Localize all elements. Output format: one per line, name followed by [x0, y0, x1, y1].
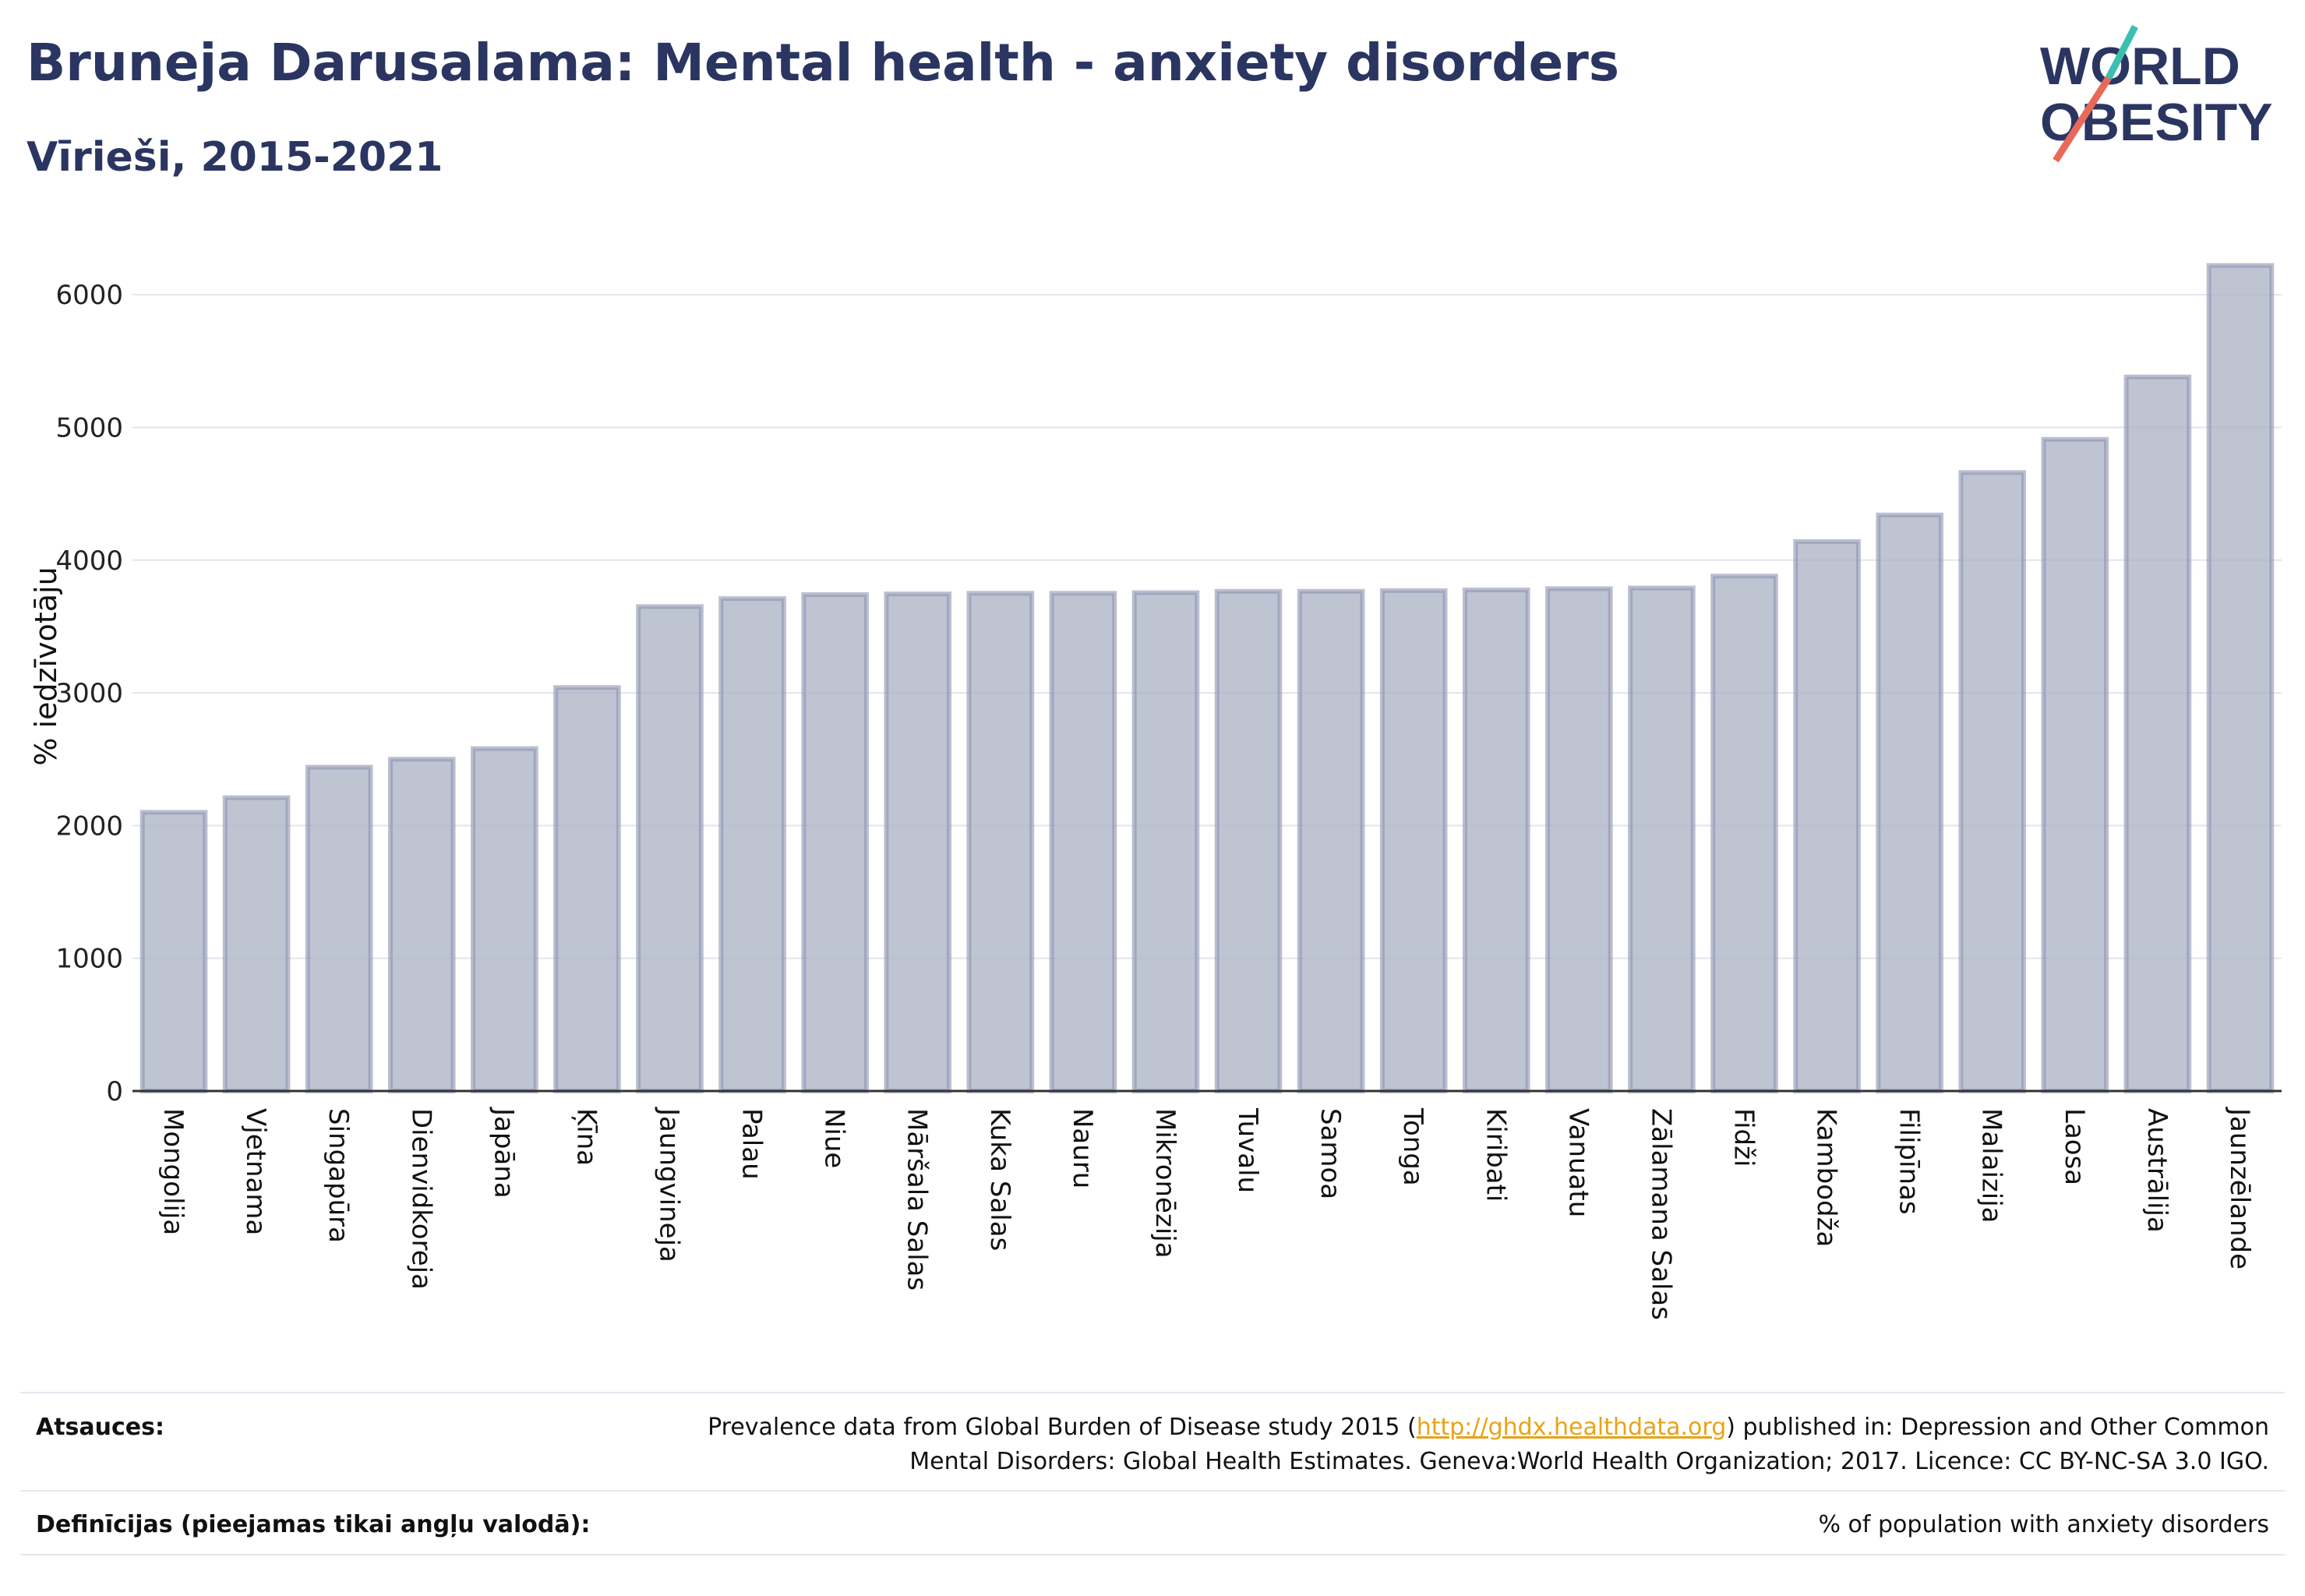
- x-tick-label: Niue: [819, 1108, 850, 1168]
- bars: [139, 263, 2275, 1093]
- bar: [1297, 588, 1365, 1093]
- x-tick-label: Kuka Salas: [984, 1108, 1015, 1251]
- x-tick-label: Fidži: [1728, 1108, 1760, 1167]
- footer-divider-bottom: [20, 1554, 2285, 1555]
- bar: [1876, 512, 1943, 1093]
- x-tick-label: Jaunzēlande: [2224, 1107, 2255, 1269]
- y-axis-label: % iedzīvotāju: [29, 567, 63, 765]
- footer-definitions: Definīcijas (pieejamas tikai angļu valod…: [20, 1508, 2285, 1547]
- x-tick-label: Jaungvineja: [654, 1107, 685, 1262]
- definitions-text: % of population with anxiety disorders: [1818, 1511, 2269, 1538]
- x-tick-label: Kiribati: [1480, 1108, 1511, 1202]
- logo-line-1: WORLD: [2040, 37, 2240, 96]
- bar: [471, 746, 538, 1093]
- logo-slash-bottom: [2053, 76, 2112, 163]
- x-tick-label: Mongolija: [157, 1108, 189, 1235]
- x-axis-labels: Mongolija Vjetnama Singapūra Dienvidkoreja J…: [157, 1107, 2255, 1320]
- x-tick-label: Dienvidkoreja: [405, 1108, 436, 1290]
- bar: [2041, 436, 2109, 1093]
- x-tick-label: Austrālija: [2141, 1108, 2173, 1233]
- logo-slash-top: [2105, 24, 2139, 80]
- y-tick-label: 5000: [55, 412, 123, 443]
- sources-label: Atsauces:: [36, 1414, 164, 1441]
- sources-link[interactable]: http://ghdx.healthdata.org: [1416, 1414, 1727, 1441]
- bar: [222, 795, 291, 1093]
- bar: [1214, 588, 1283, 1093]
- bar: [1131, 590, 1200, 1093]
- x-tick-label: Tuvalu: [1232, 1107, 1263, 1193]
- bar: [884, 591, 952, 1093]
- sources-text-3: Mental Disorders: Global Health Estimate…: [909, 1448, 2269, 1475]
- footer-divider-top: [20, 1392, 2285, 1393]
- x-tick-label: Tonga: [1397, 1107, 1428, 1186]
- x-tick-label: Singapūra: [323, 1108, 354, 1243]
- x-tick-label: Kambodža: [1811, 1108, 1842, 1247]
- sources-text-2: ) published in: Depression and Other Com…: [1726, 1414, 2269, 1441]
- world-obesity-logo: WORLD OBESITY: [2040, 24, 2273, 163]
- footer-divider-middle: [20, 1490, 2285, 1492]
- y-tick-label: 1000: [55, 944, 123, 975]
- y-tick-label: 2000: [55, 810, 123, 842]
- bar: [1958, 470, 2027, 1093]
- x-tick-label: Laosa: [2059, 1108, 2090, 1185]
- bar: [553, 685, 621, 1093]
- bar: [718, 596, 786, 1093]
- y-tick-label: 6000: [55, 280, 123, 311]
- x-tick-label: Ķīna: [570, 1108, 602, 1166]
- x-tick-label: Samoa: [1315, 1108, 1346, 1199]
- sources-text: Prevalence data from Global Burden of Di…: [708, 1411, 2269, 1479]
- bar: [966, 591, 1035, 1093]
- x-tick-label: Japāna: [488, 1107, 519, 1199]
- x-tick-label: Māršala Salas: [902, 1108, 933, 1291]
- x-tick-label: Palau: [736, 1108, 768, 1180]
- definitions-label: Definīcijas (pieejamas tikai angļu valod…: [36, 1511, 591, 1538]
- x-tick-label: Filipīnas: [1894, 1108, 1925, 1215]
- y-axis-ticks: 0 1000 2000 3000 4000 5000 6000: [55, 280, 123, 1107]
- x-tick-label: Malaizija: [1976, 1108, 2007, 1223]
- y-tick-label: 4000: [55, 546, 123, 577]
- bar: [305, 764, 373, 1093]
- bar: [1545, 586, 1613, 1093]
- bar: [1628, 585, 1696, 1093]
- bar: [636, 604, 704, 1093]
- y-tick-label: 3000: [55, 678, 123, 709]
- x-tick-label: Nauru: [1067, 1108, 1098, 1188]
- bar: [387, 757, 456, 1093]
- x-tick-label: Mikronēzija: [1149, 1108, 1181, 1259]
- bar: [1462, 588, 1530, 1093]
- y-tick-label: 0: [106, 1076, 123, 1107]
- logo-line-2: OBESITY: [2040, 93, 2273, 152]
- bar: [1793, 538, 1861, 1093]
- bar: [801, 592, 869, 1093]
- sources-text-1: Prevalence data from Global Burden of Di…: [708, 1414, 1417, 1441]
- chart-subtitle: Vīrieši, 2015-2021: [26, 134, 443, 181]
- bar: [139, 810, 208, 1093]
- footer-sources: Atsauces: Prevalence data from Global Bu…: [20, 1411, 2285, 1481]
- bar: [2123, 374, 2192, 1093]
- bar: [1379, 588, 1448, 1093]
- x-tick-label: Vjetnama: [240, 1108, 271, 1235]
- bar: [1049, 591, 1117, 1093]
- x-tick-label: Zālamana Salas: [1645, 1108, 1676, 1320]
- bar: [1710, 574, 1778, 1093]
- chart-title: Bruneja Darusalama: Mental health - anxi…: [26, 33, 1620, 93]
- bar: [2206, 263, 2275, 1093]
- x-tick-label: Vanuatu: [1562, 1108, 1594, 1217]
- bar-chart: 0 1000 2000 3000 4000 5000 6000 Mongolija Vjetn…: [29, 263, 2282, 1320]
